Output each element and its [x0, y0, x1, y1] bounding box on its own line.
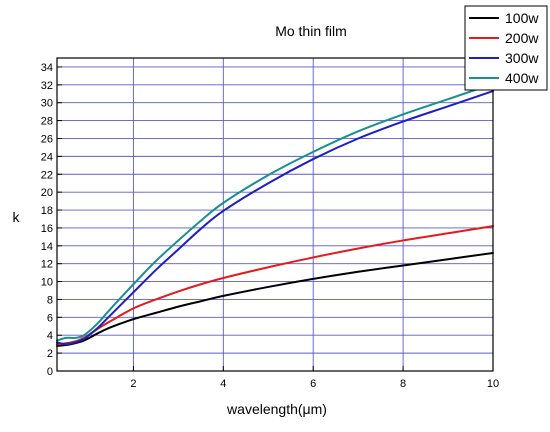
x-tick-label: 10 [487, 378, 499, 390]
y-tick-label: 22 [41, 169, 53, 181]
plot-frame [56, 57, 494, 372]
y-tick-label: 10 [41, 277, 53, 289]
series-layer [56, 82, 494, 347]
legend-box [464, 5, 548, 91]
chart-title: Mo thin film [275, 23, 347, 39]
legend: 100w 200w 300w 400w [464, 5, 548, 91]
y-tick-label: 28 [41, 116, 53, 128]
y-tick-label: 18 [41, 205, 53, 217]
series-line-100w [56, 251, 494, 347]
series-line-300w [56, 90, 494, 346]
x-tick-label: 8 [400, 378, 406, 390]
y-tick-label: 12 [41, 259, 53, 271]
legend-label-100w: 100w [505, 10, 539, 26]
y-tick-label: 4 [47, 330, 53, 342]
y-tick-label: 14 [41, 241, 53, 253]
x-axis-label: wavelength(μm) [226, 401, 327, 417]
y-tick-label: 34 [41, 62, 53, 74]
x-tick-label: 4 [220, 378, 226, 390]
y-tick-label: 8 [47, 294, 53, 306]
legend-label-300w: 300w [505, 50, 539, 66]
y-tick-label: 26 [41, 133, 53, 145]
legend-label-200w: 200w [505, 30, 539, 46]
y-tick-label: 20 [41, 187, 53, 199]
y-tick-label: 24 [41, 151, 53, 163]
y-tick-label: 30 [41, 98, 53, 110]
y-tick-label: 32 [41, 80, 53, 92]
y-tick-label: 16 [41, 223, 53, 235]
series-line-400w [56, 82, 494, 342]
y-tick-label: 2 [47, 348, 53, 360]
x-tick-label: 6 [310, 378, 316, 390]
legend-label-400w: 400w [505, 70, 539, 86]
grid [57, 58, 493, 371]
y-axis-label: k [13, 209, 21, 225]
y-tick-label: 0 [47, 366, 53, 378]
y-tick-label: 6 [47, 312, 53, 324]
x-tick-label: 2 [130, 378, 136, 390]
